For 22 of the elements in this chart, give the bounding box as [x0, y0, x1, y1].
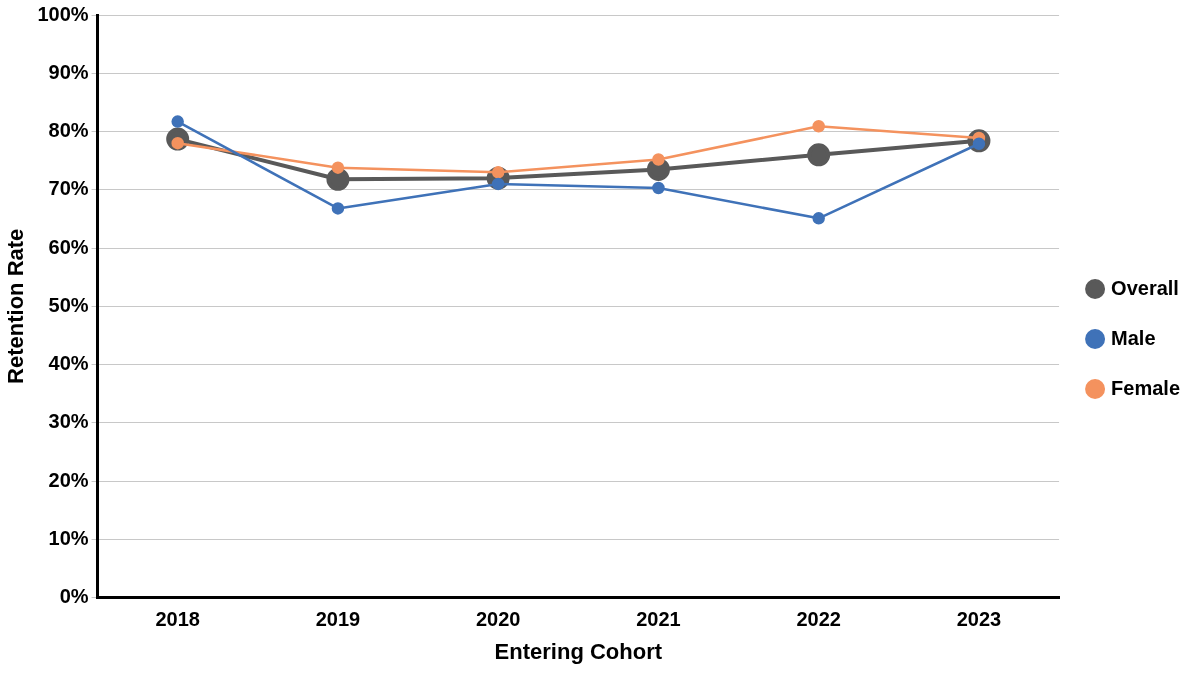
x-tick-label: 2019 — [315, 608, 361, 631]
legend-label: Overall — [1111, 276, 1179, 299]
y-axis-title: Retention Rate — [3, 228, 29, 384]
y-tick-label: 60% — [48, 235, 89, 258]
x-tick-label: 2020 — [475, 608, 521, 631]
x-tick-label: 2023 — [956, 608, 1002, 631]
x-tick-label: 2018 — [155, 608, 200, 631]
y-tick-label: 10% — [48, 526, 89, 549]
x-tick-label: 2021 — [636, 608, 681, 631]
y-tick-label: 20% — [48, 468, 89, 491]
y-tick-label: 40% — [48, 352, 89, 375]
x-tick-label: 2022 — [796, 608, 841, 631]
y-tick-label: 90% — [48, 60, 89, 83]
legend-label: Male — [1111, 326, 1156, 349]
legend-label: Female — [1111, 376, 1181, 399]
y-tick-label: 70% — [48, 177, 89, 200]
y-tick-label: 50% — [48, 293, 89, 316]
y-tick-label: 30% — [48, 410, 89, 433]
y-tick-label: 80% — [48, 119, 89, 142]
x-axis-title: Entering Cohort — [494, 638, 663, 664]
y-tick-label: 100% — [37, 2, 89, 25]
y-tick-label: 0% — [59, 585, 89, 608]
